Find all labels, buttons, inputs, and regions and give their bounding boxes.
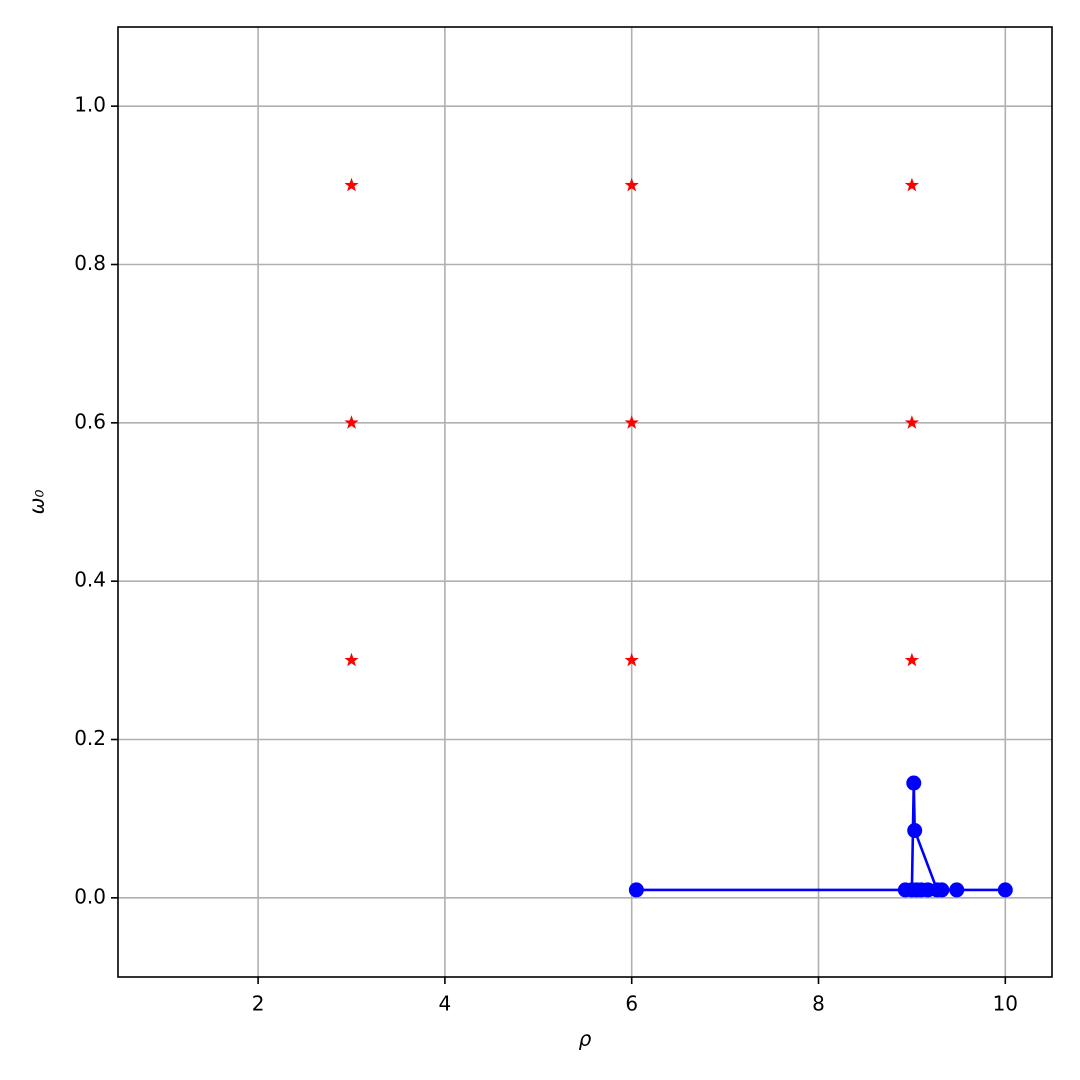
x-axis-label: ρ — [579, 1027, 592, 1051]
series-line — [636, 783, 1006, 892]
y-axis-label: ω₀ — [25, 490, 49, 515]
star-marker — [344, 177, 359, 192]
y-tick-label: 0.2 — [74, 726, 106, 750]
plot-frame — [117, 26, 1053, 978]
star-marker — [344, 652, 359, 667]
star-marker — [624, 415, 639, 429]
star-marker — [904, 415, 919, 429]
y-tick-label: 0.8 — [74, 251, 106, 275]
y-tick-label: 0.0 — [74, 884, 106, 908]
point — [906, 775, 922, 791]
star-marker — [624, 652, 639, 667]
x-tick-label: 2 — [252, 992, 265, 1016]
y-tick-label: 0.4 — [74, 568, 106, 592]
point — [949, 882, 965, 898]
point — [628, 882, 644, 898]
point — [934, 882, 950, 898]
x-tick-label: 10 — [993, 992, 1018, 1016]
y-tick-label: 1.0 — [74, 93, 106, 117]
point — [997, 882, 1013, 898]
star-marker — [904, 652, 919, 667]
x-tick-label: 6 — [625, 992, 638, 1016]
star-marker — [904, 177, 919, 192]
x-tick-label: 4 — [439, 992, 452, 1016]
point — [907, 823, 923, 839]
star-marker — [344, 415, 359, 429]
star-marker — [624, 177, 639, 192]
y-tick-label: 0.6 — [74, 409, 106, 433]
point — [909, 882, 925, 898]
x-tick-label: 8 — [812, 992, 825, 1016]
